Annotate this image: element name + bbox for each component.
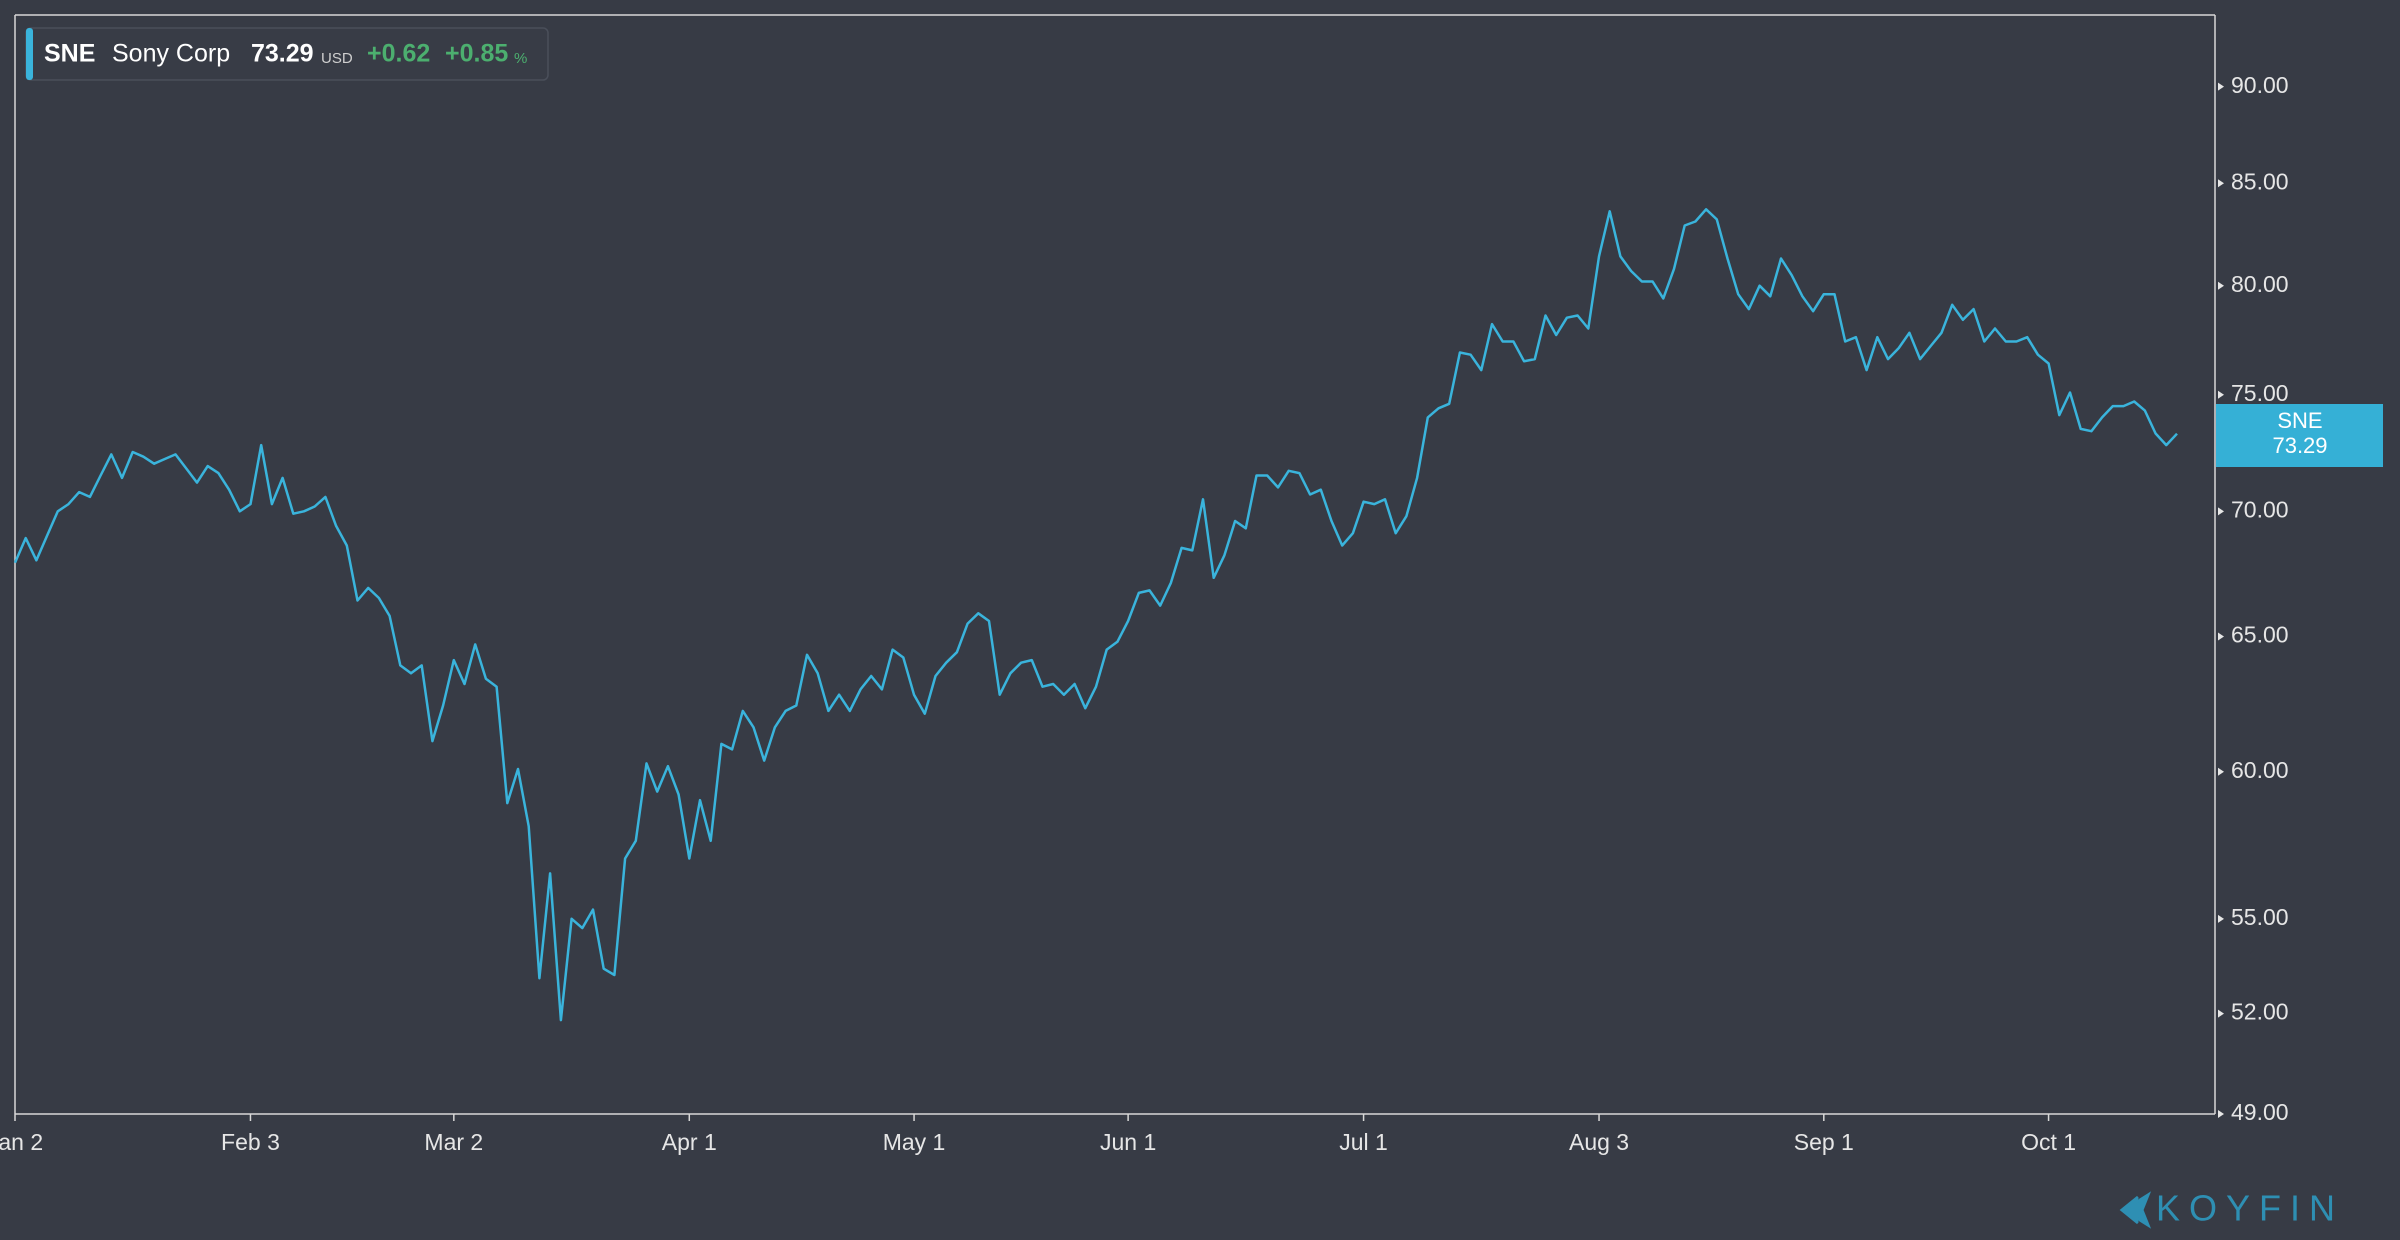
y-tick-mark [2218, 179, 2224, 188]
x-tick-label: May 1 [883, 1129, 946, 1155]
last-price-ticker: SNE [2277, 408, 2322, 433]
legend-name: Sony Corp [112, 40, 230, 68]
last-price-box [2216, 404, 2383, 467]
y-tick-mark [2218, 82, 2224, 91]
x-tick-label: Jun 1 [1100, 1129, 1156, 1155]
y-tick-label: 55.00 [2231, 904, 2289, 930]
x-tick-label: Oct 1 [2021, 1129, 2076, 1155]
y-tick-label: 60.00 [2231, 757, 2289, 783]
last-price-label: SNE 73.29 [2216, 404, 2383, 467]
y-tick-mark [2218, 507, 2224, 516]
legend-change: +0.62 [367, 40, 430, 68]
x-tick-label: Mar 2 [424, 1129, 483, 1155]
legend: SNE Sony Corp 73.29 USD +0.62 +0.85 % [25, 27, 549, 81]
x-tick-label: Sep 1 [1794, 1129, 1854, 1155]
y-tick-label: 75.00 [2231, 380, 2289, 406]
x-tick-label: Feb 3 [221, 1129, 280, 1155]
y-tick-label: 65.00 [2231, 622, 2289, 648]
price-line [13, 208, 2178, 1022]
brand-name: KOYFIN [2156, 1188, 2344, 1229]
y-tick-label: 80.00 [2231, 271, 2289, 297]
y-tick-mark [2218, 281, 2224, 290]
y-tick-label: 70.00 [2231, 496, 2289, 522]
brand-logo [2119, 1191, 2152, 1229]
x-tick-label: Aug 3 [1569, 1129, 1629, 1155]
y-tick-label: 52.00 [2231, 999, 2289, 1025]
x-tick-label: Jan 2 [0, 1129, 43, 1155]
brand: KOYFIN [2119, 1188, 2344, 1229]
x-tick-label: Jul 1 [1339, 1129, 1388, 1155]
y-tick-mark [2218, 1110, 2224, 1118]
y-tick-mark [2218, 767, 2224, 776]
y-tick-label: 85.00 [2231, 168, 2289, 194]
legend-currency: USD [321, 50, 353, 67]
legend-ticker: SNE [44, 40, 95, 68]
y-tick-mark [2218, 632, 2224, 641]
legend-price: 73.29 [251, 40, 314, 68]
legend-percent-sign: % [514, 50, 527, 67]
legend-swatch [26, 28, 33, 80]
plot-area [13, 208, 2178, 1022]
y-tick-label: 90.00 [2231, 72, 2289, 98]
legend-change-percent: +0.85 [445, 40, 508, 68]
x-tick-label: Apr 1 [662, 1129, 717, 1155]
last-price-value: 73.29 [2272, 433, 2327, 458]
y-tick-mark [2218, 914, 2224, 923]
y-tick-mark [2218, 390, 2224, 399]
y-tick-mark [2218, 1009, 2224, 1018]
y-tick-label: 49.00 [2231, 1099, 2289, 1125]
